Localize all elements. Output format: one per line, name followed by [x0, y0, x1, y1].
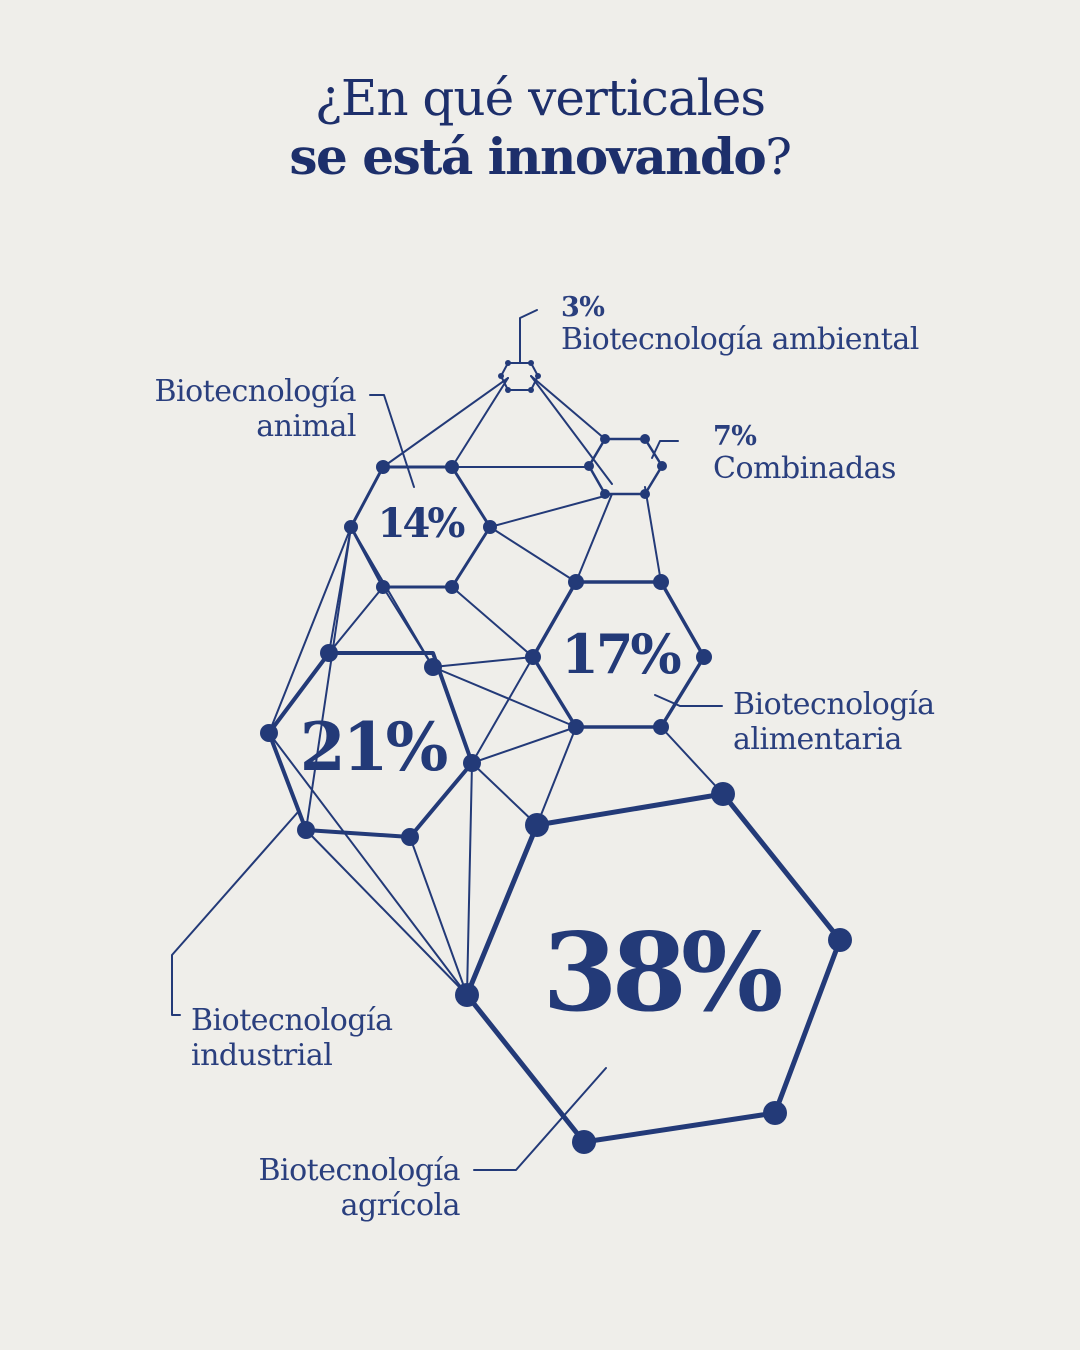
- percent-animal: 14%: [377, 500, 466, 547]
- label-animal: Biotecnología animal: [120, 374, 356, 445]
- page-title: ¿En qué verticales se está innovando?: [0, 69, 1080, 187]
- label-industrial: Biotecnología industrial: [191, 1003, 393, 1074]
- label-combinadas-percent: 7%: [713, 421, 757, 452]
- title-line-1: ¿En qué verticales: [315, 69, 766, 127]
- connector-lines: [268, 375, 724, 996]
- label-agricola-line2: agrícola: [340, 1187, 461, 1223]
- percent-alimentaria: 17%: [561, 622, 681, 686]
- percent-agricola: 38%: [542, 910, 784, 1036]
- label-agricola: Biotecnología agrícola: [200, 1153, 461, 1224]
- title-bold: se está innovando: [289, 126, 766, 186]
- label-industrial-line2: industrial: [191, 1037, 333, 1073]
- label-alimentaria-line1: Biotecnología: [733, 687, 935, 722]
- label-ambiental-percent: 3%: [561, 292, 605, 323]
- label-combinadas: 7% Combinadas: [713, 421, 896, 487]
- title-line-2: se está innovando?: [0, 126, 1080, 187]
- label-animal-line1: Biotecnología: [154, 374, 356, 409]
- label-ambiental-text: Biotecnología ambiental: [561, 322, 919, 358]
- label-alimentaria-line2: alimentaria: [733, 721, 902, 757]
- label-industrial-line1: Biotecnología: [191, 1003, 393, 1038]
- label-ambiental: 3% Biotecnología ambiental: [561, 292, 919, 358]
- label-agricola-line1: Biotecnología: [258, 1153, 460, 1188]
- label-combinadas-text: Combinadas: [713, 451, 896, 487]
- label-alimentaria: Biotecnología alimentaria: [733, 687, 935, 758]
- title-question-mark: ?: [765, 127, 792, 186]
- label-animal-line2: animal: [256, 408, 356, 444]
- leader-lines: [171, 309, 723, 1171]
- percent-industrial: 21%: [299, 708, 449, 786]
- network-nodes: [260, 360, 852, 1154]
